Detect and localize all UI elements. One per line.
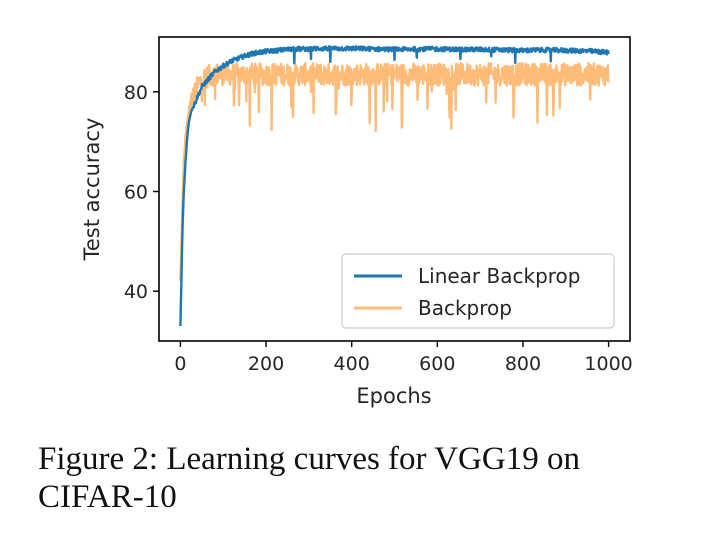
- caption-line-2: CIFAR-10: [38, 479, 177, 515]
- x-tick-label: 200: [248, 353, 284, 375]
- legend: Linear Backprop Backprop: [341, 253, 615, 329]
- plot-frame: [158, 36, 631, 342]
- y-axis-label: Test accuracy: [80, 118, 104, 262]
- y-axis-ticks: 40 60 80: [124, 82, 159, 303]
- y-tick-label: 60: [124, 181, 148, 203]
- y-tick-label: 40: [124, 281, 148, 303]
- series-line-backprop: [179, 62, 610, 282]
- legend-label-backprop: Backprop: [418, 296, 512, 320]
- series-line-linear-backprop: [179, 45, 610, 327]
- x-tick-label: 800: [505, 353, 541, 375]
- series-layer: [179, 45, 610, 327]
- x-tick-label: 600: [419, 353, 455, 375]
- x-tick-label: 1000: [584, 353, 632, 375]
- x-axis-ticks: 0 200 400 600 800 1000: [174, 341, 633, 375]
- y-tick-label: 80: [124, 82, 148, 104]
- legend-label-linear-backprop: Linear Backprop: [418, 264, 580, 288]
- figure-caption: Figure 2: Learning curves for VGG19 on C…: [38, 440, 688, 516]
- x-tick-label: 400: [334, 353, 370, 375]
- legend-box: [341, 253, 615, 329]
- x-axis-label: Epochs: [356, 384, 431, 408]
- caption-line-1: Figure 2: Learning curves for VGG19 on: [38, 441, 580, 477]
- x-tick-label: 0: [174, 353, 186, 375]
